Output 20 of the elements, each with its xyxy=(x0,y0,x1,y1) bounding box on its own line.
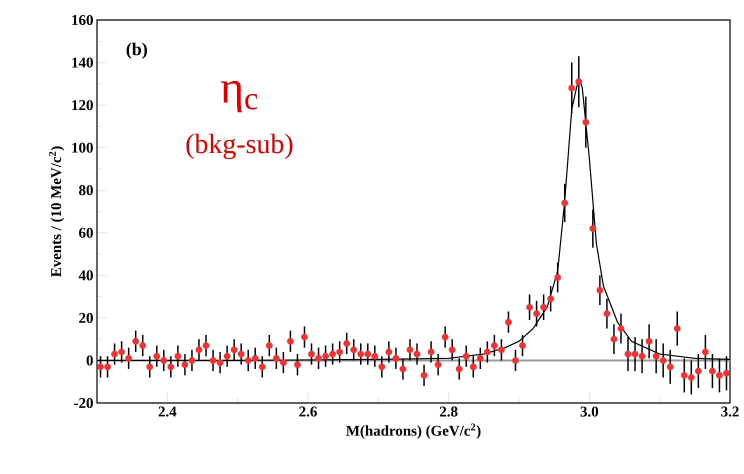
x-tick-label: 3.0 xyxy=(580,406,598,417)
x-tick-label: 2.8 xyxy=(440,406,458,417)
y-tick-label: 80 xyxy=(79,185,93,196)
y-tick-label: 160 xyxy=(72,14,93,26)
y-tick-label: 60 xyxy=(79,228,93,238)
annotation: η$_{c}$ xyxy=(220,80,258,112)
x-tick-label: 3.2 xyxy=(721,406,739,417)
annotation: (b) xyxy=(126,42,147,59)
y-axis-title: Events / (10 MeV/c$^{2}$) xyxy=(48,146,64,277)
annotation: (bkg-sub) xyxy=(186,134,292,160)
y-tick-label: 40 xyxy=(78,270,93,280)
x-axis-title: M(hadrons) (GeV/c$^{2}$) xyxy=(346,424,481,439)
y-tick-label: -20 xyxy=(74,398,93,408)
y-tick-label: 120 xyxy=(72,100,93,110)
y-tick-label: 140 xyxy=(72,58,93,68)
y-tick-label: 0 xyxy=(86,355,93,366)
y-tick-label: 100 xyxy=(72,142,93,153)
y-tick-label: 20 xyxy=(79,312,93,323)
x-tick-label: 2.4 xyxy=(158,406,176,417)
x-tick-label: 2.6 xyxy=(299,406,317,417)
